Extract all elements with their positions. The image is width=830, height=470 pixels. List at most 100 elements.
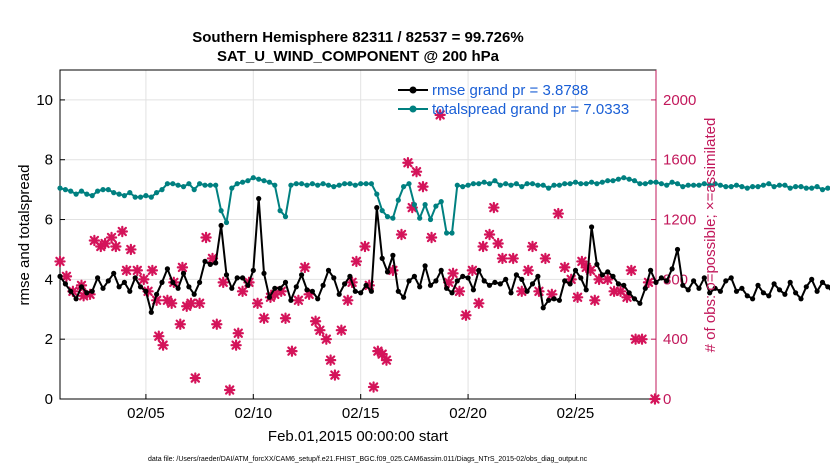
obs-point bbox=[466, 264, 479, 277]
rmse-point bbox=[787, 279, 793, 285]
spread-point bbox=[137, 194, 144, 200]
rmse-point bbox=[170, 279, 176, 285]
rmse-point bbox=[707, 290, 713, 296]
spread-point bbox=[250, 175, 256, 181]
obs-series bbox=[54, 109, 661, 405]
spread-point bbox=[411, 202, 417, 208]
spread-point bbox=[546, 185, 552, 191]
rmse-point bbox=[798, 296, 804, 302]
spread-point bbox=[89, 193, 95, 199]
obs-point bbox=[359, 240, 371, 253]
rmse-point bbox=[78, 284, 85, 290]
rmse-point bbox=[583, 287, 589, 293]
rmse-point bbox=[771, 281, 777, 287]
spread-point bbox=[782, 182, 788, 188]
spread-point bbox=[798, 184, 804, 190]
spread-point bbox=[696, 182, 702, 188]
spread-point bbox=[384, 214, 391, 220]
obs-point bbox=[363, 279, 375, 292]
spread-point bbox=[256, 176, 262, 182]
left-y-axis: 0 2 4 6 8 10 bbox=[36, 92, 65, 408]
obs-point bbox=[629, 333, 642, 345]
rmse-point bbox=[223, 272, 230, 278]
spread-point bbox=[234, 181, 240, 187]
obs-point bbox=[516, 285, 528, 298]
spread-point bbox=[572, 179, 579, 185]
spread-point bbox=[266, 179, 272, 185]
rmse-point bbox=[717, 288, 724, 294]
spread-point bbox=[438, 199, 444, 205]
rmse-point bbox=[540, 305, 546, 311]
rmse-point bbox=[572, 267, 579, 273]
spread-point bbox=[497, 182, 503, 188]
spread-point bbox=[508, 182, 514, 188]
rmse-point bbox=[379, 255, 385, 261]
spread-point bbox=[771, 184, 777, 190]
spread-point bbox=[352, 182, 358, 188]
obs-point bbox=[60, 270, 73, 283]
obs-point bbox=[286, 345, 298, 357]
obs-point bbox=[232, 327, 244, 339]
rmse-point bbox=[793, 290, 799, 296]
left-y-tick-label: 8 bbox=[45, 152, 53, 169]
rmse-point bbox=[444, 285, 450, 291]
rmse-point bbox=[127, 288, 133, 294]
spread-point bbox=[433, 203, 439, 209]
rmse-point bbox=[615, 281, 622, 287]
chart-subtitle: SAT_U_WIND_COMPONENT @ 200 hPa bbox=[217, 48, 500, 65]
spread-point bbox=[599, 179, 605, 185]
rmse-point bbox=[342, 281, 348, 287]
obs-point bbox=[146, 264, 159, 277]
obs-point bbox=[193, 297, 206, 309]
spread-point bbox=[127, 190, 133, 196]
spread-point bbox=[68, 188, 74, 194]
spread-point bbox=[331, 184, 337, 190]
x-axis-label: Feb.01,2015 00:00:00 start bbox=[268, 428, 449, 445]
spread-point bbox=[213, 182, 219, 188]
spread-point bbox=[368, 181, 374, 187]
rmse-point bbox=[261, 270, 267, 276]
spread-point bbox=[100, 187, 106, 193]
rmse-point bbox=[524, 288, 530, 294]
spread-point bbox=[342, 181, 348, 187]
spread-point bbox=[132, 194, 138, 200]
obs-point bbox=[417, 180, 429, 193]
spread-point bbox=[95, 188, 101, 194]
spread-point bbox=[809, 185, 815, 191]
spread-point bbox=[207, 182, 213, 188]
x-tick-label: 02/05 bbox=[127, 405, 165, 422]
rmse-point bbox=[626, 290, 632, 296]
spread-point bbox=[610, 178, 616, 184]
left-y-tick-label: 2 bbox=[45, 331, 53, 348]
spread-point bbox=[728, 184, 734, 190]
rmse-point bbox=[674, 246, 681, 253]
obs-point bbox=[453, 285, 466, 298]
obs-point bbox=[258, 312, 270, 324]
obs-point bbox=[77, 290, 90, 302]
obs-point bbox=[314, 324, 326, 336]
rmse-point bbox=[331, 275, 337, 281]
spread-point bbox=[218, 208, 224, 214]
spread-point bbox=[605, 178, 611, 184]
rmse-point bbox=[809, 276, 815, 282]
legend-marker-rmse bbox=[409, 86, 417, 94]
spread-point bbox=[825, 185, 830, 191]
legend: rmse grand pr = 3.8788 totalspread grand… bbox=[398, 82, 629, 118]
spread-point bbox=[336, 182, 342, 188]
rmse-point bbox=[631, 296, 638, 302]
spread-point bbox=[116, 191, 122, 197]
rmse-point bbox=[218, 222, 224, 229]
right-y-tick-label: 0 bbox=[663, 391, 671, 408]
spread-point bbox=[309, 181, 315, 187]
obs-point bbox=[571, 291, 584, 304]
spread-point bbox=[653, 179, 659, 185]
spread-point bbox=[282, 214, 289, 220]
obs-point bbox=[165, 297, 178, 309]
obs-point bbox=[380, 354, 393, 366]
spread-point bbox=[293, 181, 299, 187]
rmse-point bbox=[57, 273, 63, 279]
obs-point bbox=[105, 231, 118, 244]
spread-point bbox=[685, 182, 691, 188]
rmse-point bbox=[497, 281, 503, 287]
